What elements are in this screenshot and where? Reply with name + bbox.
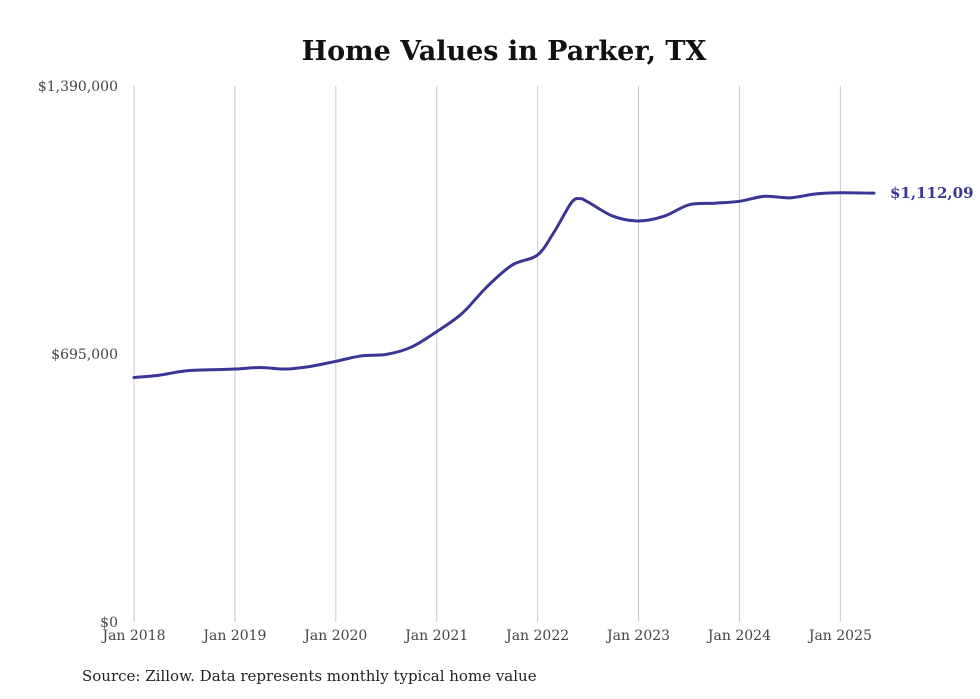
y-tick-label: $0 [100, 615, 118, 631]
chart-title: Home Values in Parker, TX [302, 36, 707, 67]
x-tick-label: Jan 2024 [706, 628, 771, 644]
y-tick-label: $1,390,000 [38, 79, 118, 95]
y-axis-ticks: $0 $695,000 $1,390,000 [38, 79, 118, 631]
x-tick-label: Jan 2022 [504, 628, 569, 644]
x-tick-label: Jan 2019 [201, 628, 266, 644]
x-tick-label: Jan 2025 [807, 628, 872, 644]
gridlines [133, 86, 841, 622]
y-tick-label: $695,000 [51, 347, 118, 363]
source-note: Source: Zillow. Data represents monthly … [82, 667, 537, 685]
x-tick-label: Jan 2021 [403, 628, 468, 644]
series-line-home-value [132, 191, 876, 380]
x-tick-label: Jan 2023 [605, 628, 670, 644]
end-value-label: $1,112,09 [890, 184, 974, 202]
x-tick-label: Jan 2020 [302, 628, 367, 644]
x-axis-ticks: Jan 2018 Jan 2019 Jan 2020 Jan 2021 Jan 2022… [100, 628, 871, 644]
x-tick-label: Jan 2018 [100, 628, 165, 644]
